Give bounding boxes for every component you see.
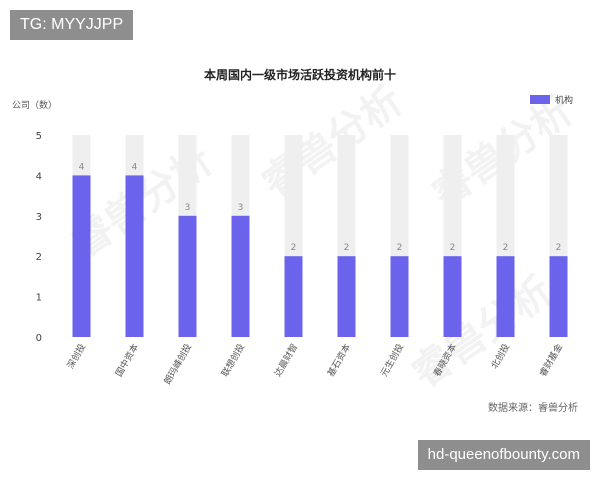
data-source: 数据来源：睿兽分析 [488, 403, 578, 414]
bar [443, 256, 462, 337]
bar-value-label: 2 [556, 243, 562, 253]
y-tick-label: 0 [36, 333, 42, 344]
bar [496, 256, 515, 337]
bar-value-label: 3 [185, 203, 191, 213]
top-tag: TG: MYYJJPP [10, 10, 134, 40]
chart-title: 本周国内一级市场活跃投资机构前十 [203, 68, 396, 82]
x-tick-label: 北创投 [488, 342, 512, 371]
x-tick-label: 朗玛峰创投 [161, 342, 194, 387]
y-tick-label: 2 [36, 252, 42, 263]
bar-value-label: 2 [291, 243, 297, 253]
bar [231, 215, 250, 337]
bar-value-label: 2 [450, 243, 456, 253]
y-tick-label: 5 [36, 131, 42, 142]
bar-value-label: 2 [397, 243, 403, 253]
x-tick-label: 基石资本 [325, 342, 353, 379]
x-tick-label: 深创投 [64, 342, 88, 371]
y-tick-label: 4 [36, 171, 42, 182]
bar-value-label: 2 [344, 243, 350, 253]
legend-label: 机构 [555, 96, 574, 106]
y-axis-label: 公司（数） [12, 101, 58, 111]
bar-value-label: 4 [132, 162, 138, 172]
x-tick-label: 联想创投 [219, 342, 247, 379]
bar-value-label: 4 [79, 162, 85, 172]
bar [390, 256, 409, 337]
legend-swatch [530, 95, 550, 104]
x-tick-label: 达晨财智 [272, 342, 300, 379]
y-tick-label: 1 [36, 293, 42, 304]
bar [549, 256, 568, 337]
bar-value-label: 3 [238, 203, 244, 213]
x-tick-label: 国中资本 [113, 342, 141, 379]
bar-value-label: 2 [503, 243, 509, 253]
x-tick-label: 春晓资本 [431, 342, 459, 379]
bar [284, 256, 303, 337]
x-tick-label: 睿财基金 [537, 342, 565, 379]
bar [337, 256, 356, 337]
bar [125, 175, 144, 337]
y-tick-label: 3 [36, 212, 42, 223]
bar [178, 215, 197, 337]
bottom-tag: hd-queenofbounty.com [417, 440, 590, 470]
bar [72, 175, 91, 337]
x-tick-label: 元生创投 [378, 342, 406, 379]
legend: 机构 [530, 93, 573, 106]
